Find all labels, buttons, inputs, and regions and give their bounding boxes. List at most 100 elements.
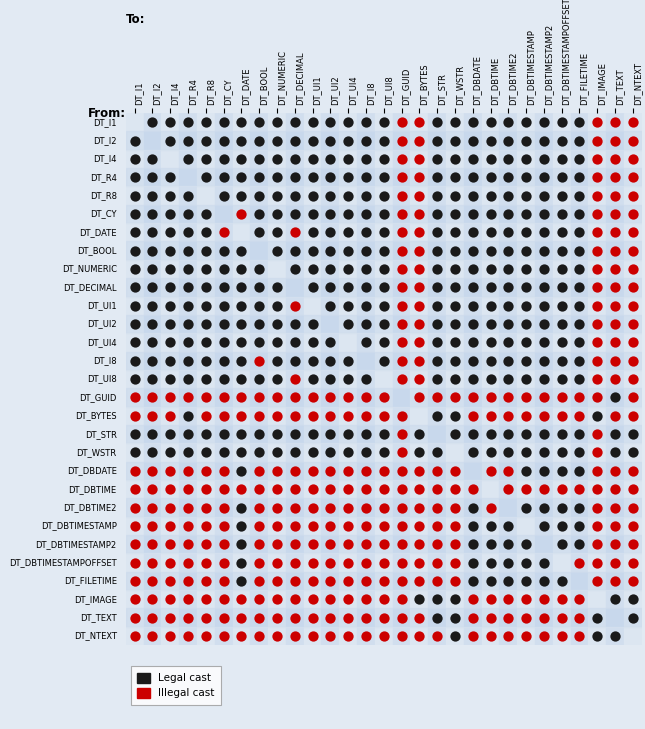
Point — [183, 190, 194, 201]
Bar — [268, 113, 286, 645]
Point — [468, 300, 478, 311]
Point — [628, 465, 638, 477]
Point — [486, 300, 496, 311]
Point — [557, 245, 567, 257]
Point — [165, 557, 175, 569]
Point — [236, 539, 246, 550]
Point — [486, 337, 496, 348]
Point — [557, 281, 567, 293]
Point — [308, 557, 318, 569]
Point — [592, 263, 602, 275]
Point — [219, 593, 229, 605]
Point — [414, 575, 424, 587]
Point — [432, 227, 442, 238]
Point — [290, 410, 300, 421]
Point — [236, 447, 246, 459]
Point — [414, 355, 424, 367]
Point — [397, 447, 407, 459]
Point — [503, 117, 513, 128]
Point — [450, 483, 460, 495]
Bar — [304, 113, 321, 645]
Point — [574, 539, 584, 550]
Point — [574, 612, 584, 623]
Bar — [144, 113, 161, 645]
Point — [219, 612, 229, 623]
Bar — [126, 480, 642, 499]
Point — [539, 245, 549, 257]
Point — [468, 355, 478, 367]
Point — [219, 502, 229, 513]
Point — [325, 171, 335, 183]
Point — [628, 502, 638, 513]
Point — [343, 612, 353, 623]
Point — [450, 300, 460, 311]
Point — [165, 612, 175, 623]
Point — [290, 153, 300, 165]
Point — [557, 337, 567, 348]
Point — [414, 483, 424, 495]
Point — [503, 355, 513, 367]
Point — [165, 502, 175, 513]
Point — [290, 520, 300, 531]
Point — [343, 630, 353, 642]
Point — [414, 208, 424, 219]
Point — [343, 318, 353, 330]
Point — [432, 593, 442, 605]
Point — [610, 318, 620, 330]
Point — [201, 373, 211, 385]
Point — [236, 520, 246, 531]
Point — [628, 483, 638, 495]
Point — [592, 502, 602, 513]
Point — [486, 171, 496, 183]
Point — [450, 355, 460, 367]
Bar — [126, 241, 642, 260]
Point — [130, 410, 140, 421]
Point — [343, 557, 353, 569]
Point — [450, 281, 460, 293]
Point — [236, 263, 246, 275]
Point — [219, 575, 229, 587]
Point — [486, 227, 496, 238]
Bar — [464, 113, 482, 645]
Point — [539, 630, 549, 642]
Point — [325, 263, 335, 275]
Point — [610, 337, 620, 348]
Point — [450, 153, 460, 165]
Point — [272, 208, 282, 219]
Point — [361, 300, 371, 311]
Point — [468, 557, 478, 569]
Point — [272, 429, 282, 440]
Bar — [233, 113, 250, 645]
Point — [503, 190, 513, 201]
Point — [610, 227, 620, 238]
Point — [361, 391, 371, 403]
Point — [165, 135, 175, 147]
Point — [432, 410, 442, 421]
Point — [308, 483, 318, 495]
Point — [343, 447, 353, 459]
Point — [147, 429, 157, 440]
Point — [183, 355, 194, 367]
Bar — [126, 553, 642, 572]
Point — [521, 171, 531, 183]
Point — [628, 391, 638, 403]
Point — [397, 483, 407, 495]
Point — [521, 281, 531, 293]
Point — [325, 373, 335, 385]
Bar — [126, 443, 642, 461]
Point — [574, 429, 584, 440]
Point — [432, 135, 442, 147]
Point — [379, 520, 389, 531]
Point — [147, 447, 157, 459]
Point — [308, 245, 318, 257]
Point — [236, 612, 246, 623]
Bar — [126, 590, 642, 609]
Point — [343, 135, 353, 147]
Point — [610, 208, 620, 219]
Point — [130, 337, 140, 348]
Point — [414, 465, 424, 477]
Point — [397, 337, 407, 348]
Point — [130, 300, 140, 311]
Point — [574, 520, 584, 531]
Point — [414, 300, 424, 311]
